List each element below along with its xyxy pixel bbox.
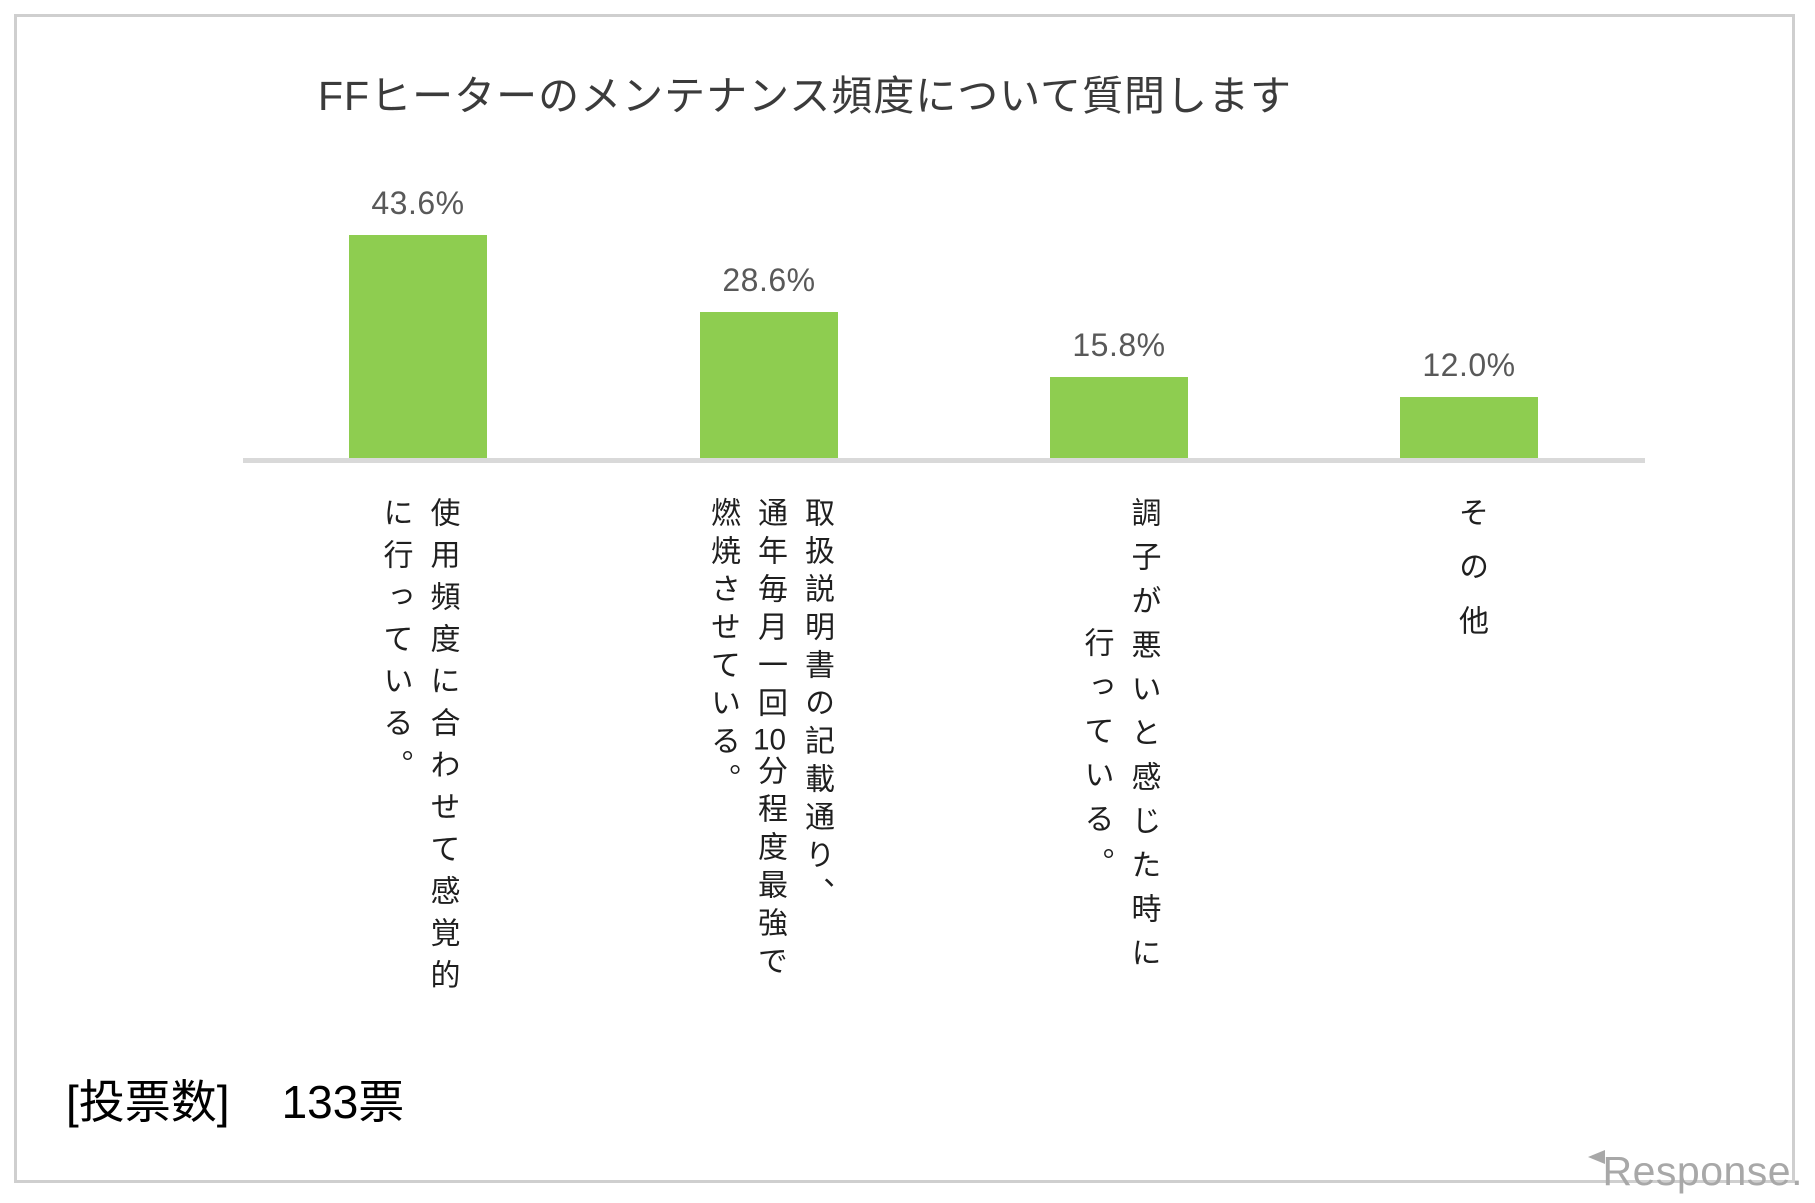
category-slot-3: 15.8% <box>944 0 1294 458</box>
category-label-1-line-2: に行っている。 <box>378 497 412 791</box>
category-slot-2: 28.6% <box>594 0 944 458</box>
value-label-2: 28.6% <box>722 262 816 298</box>
bar-3 <box>1050 377 1188 458</box>
category-label-2-line-2-pre: 通年毎月一回 <box>753 497 786 725</box>
bar-4 <box>1400 397 1538 458</box>
category-label-2-line-3: 燃焼させている。 <box>706 497 739 801</box>
tate-chu-yoko-number: 10 <box>753 725 786 755</box>
category-label-4: その他 <box>1453 497 1487 659</box>
category-label-4-line-1: その他 <box>1454 497 1487 659</box>
response-logo-r: R <box>1588 1148 1632 1195</box>
response-watermark: Response. <box>1588 1148 1803 1195</box>
vote-count: [投票数] 133票 <box>66 1066 404 1132</box>
watermark-text: esponse. <box>1632 1148 1803 1194</box>
bar-2 <box>700 312 838 458</box>
chart-title: FFヒーターのメンテナンス頻度について質問します <box>318 73 1293 119</box>
x-axis-line <box>243 458 1645 463</box>
category-label-2-line-2-post: 分程度最強で <box>753 755 786 983</box>
category-label-2-line-2: 通年毎月一回10分程度最強で <box>752 497 786 983</box>
category-label-2: 取扱説明書の記載通り、 通年毎月一回10分程度最強で 燃焼させている。 <box>705 497 833 983</box>
vote-count-value: 133票 <box>281 1076 405 1128</box>
category-label-1: 使用頻度に合わせて感覚的 に行っている。 <box>378 497 459 1001</box>
category-label-3: 調子が悪いと感じた時に 行っている。 <box>1079 497 1160 981</box>
category-label-2-line-1: 取扱説明書の記載通り、 <box>800 497 833 915</box>
value-label-4: 12.0% <box>1422 347 1516 383</box>
value-label-3: 15.8% <box>1072 327 1166 363</box>
category-slot-4: 12.0% <box>1294 0 1644 458</box>
vote-count-label: [投票数] <box>66 1076 230 1128</box>
category-label-1-line-1: 使用頻度に合わせて感覚的 <box>425 497 459 1001</box>
bar-1 <box>349 235 487 458</box>
value-label-1: 43.6% <box>371 185 465 221</box>
category-label-3-line-1: 調子が悪いと感じた時に <box>1126 497 1160 981</box>
category-slot-1: 43.6% <box>243 0 593 458</box>
category-label-3-line-2: 行っている。 <box>1079 627 1113 891</box>
watermark-arrow-icon <box>1588 1150 1606 1164</box>
